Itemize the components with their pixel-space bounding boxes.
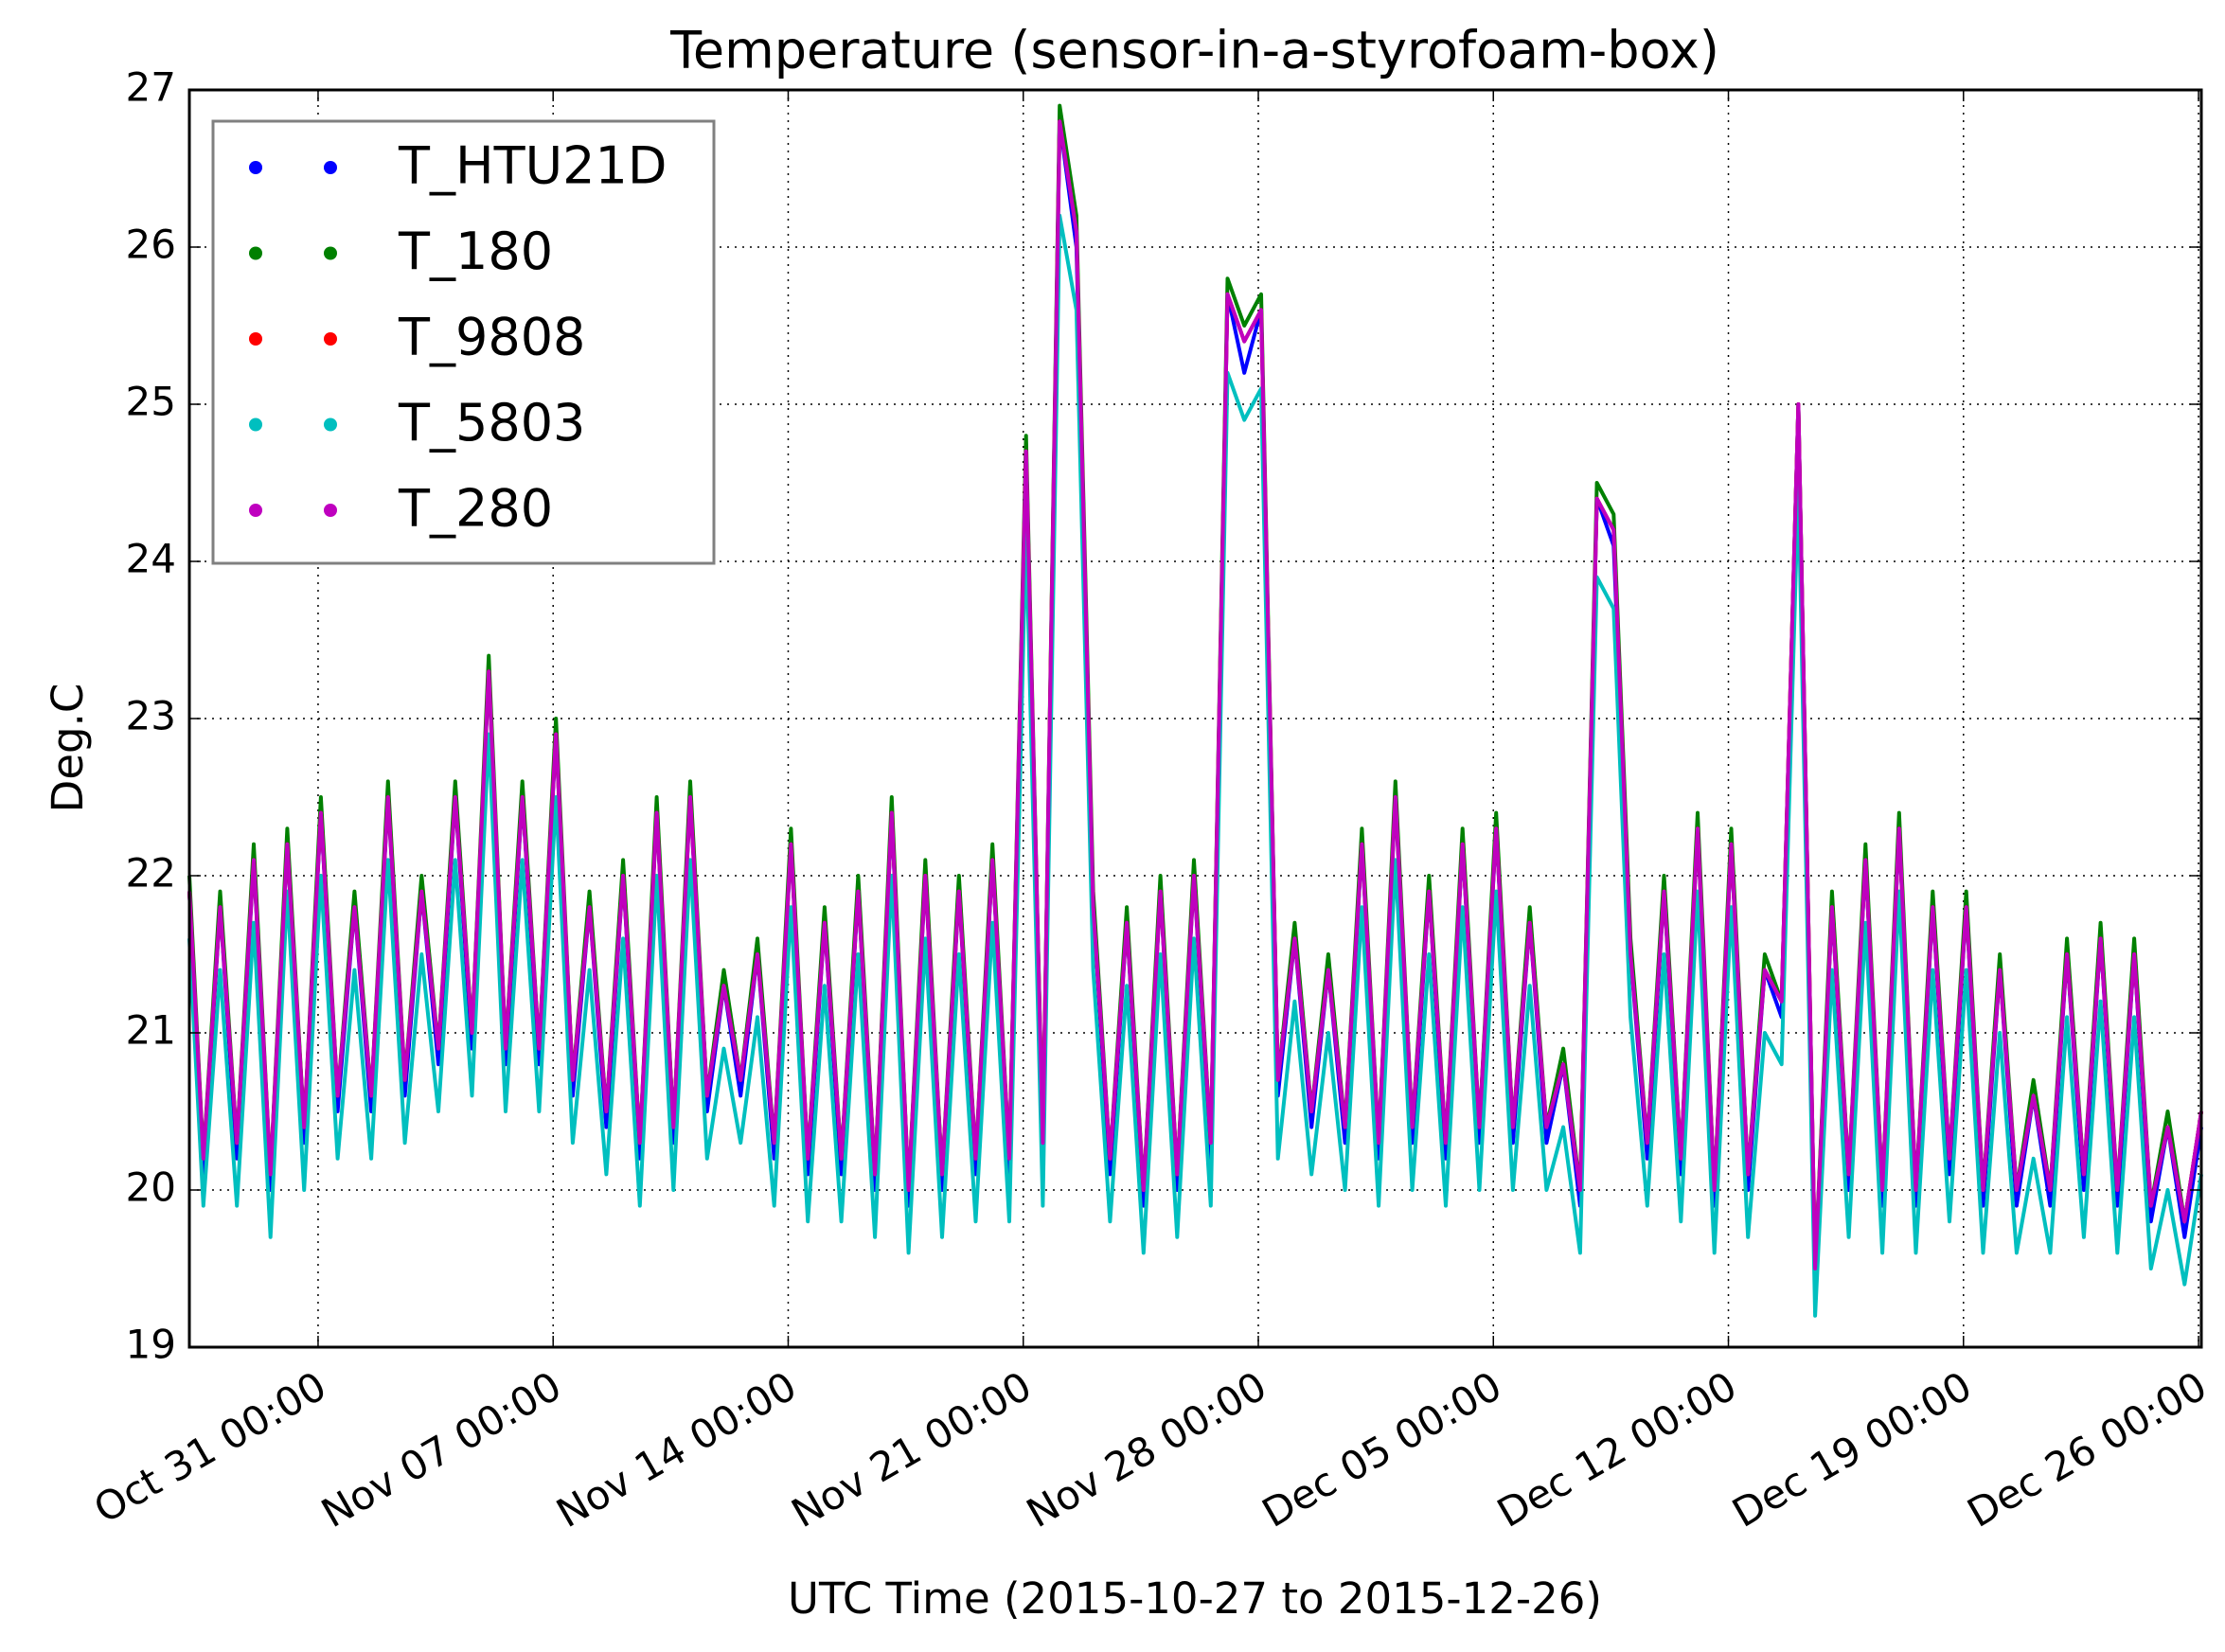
legend-marker [324, 161, 337, 174]
chart-title: Temperature (sensor-in-a-styrofoam-box) [669, 21, 1719, 80]
y-tick-label: 20 [126, 1164, 176, 1211]
y-axis-label: Deg.C [43, 684, 93, 813]
y-tick-label: 21 [126, 1007, 176, 1054]
legend-marker [249, 332, 262, 346]
y-tick-label: 27 [126, 64, 176, 111]
legend-label: T_180 [398, 222, 553, 281]
legend-marker [249, 504, 262, 517]
y-tick-label: 19 [126, 1322, 176, 1368]
legend-marker [324, 246, 337, 260]
y-tick-label: 24 [126, 536, 176, 582]
series-line [187, 213, 2203, 1318]
legend-label: T_5803 [398, 393, 585, 453]
legend-label: T_9808 [398, 308, 585, 367]
y-tick-label: 25 [126, 379, 176, 425]
series-line [187, 103, 2203, 1270]
legend: T_HTU21D T_180 T_9808 T_5803 T_280 [211, 119, 716, 565]
legend-marker [249, 246, 262, 260]
y-tick-label: 23 [126, 693, 176, 739]
y-tick-label: 26 [126, 222, 176, 268]
legend-marker [249, 161, 262, 174]
legend-label: T_HTU21D [398, 136, 667, 196]
y-tick-label: 22 [126, 850, 176, 897]
x-axis-label: UTC Time (2015-10-27 to 2015-12-26) [788, 1573, 1602, 1624]
plot-area [187, 103, 2203, 1318]
legend-label: T_280 [398, 479, 553, 539]
series-line [187, 119, 2203, 1270]
legend-marker [249, 417, 262, 432]
legend-marker [324, 504, 337, 517]
legend-marker [324, 332, 337, 346]
legend-marker [324, 417, 337, 432]
legend-box [211, 119, 716, 565]
